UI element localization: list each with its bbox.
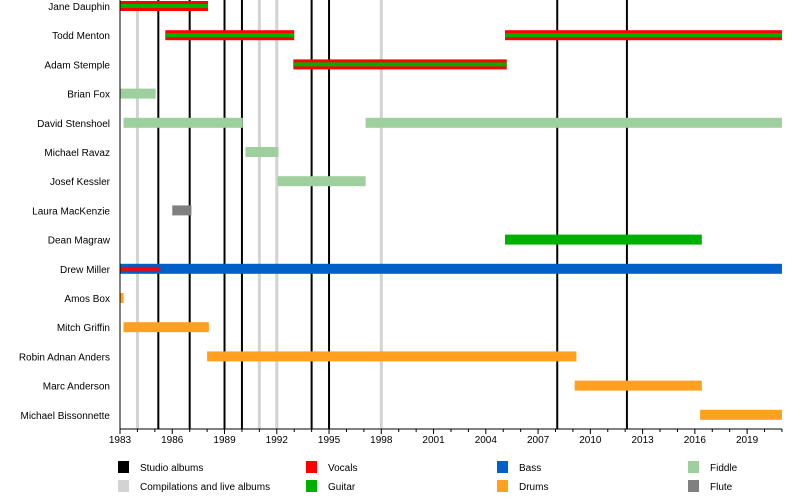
- member-label: Adam Stemple: [44, 60, 110, 71]
- drums-bar: [123, 322, 209, 333]
- legend-label: Fiddle: [710, 463, 738, 474]
- x-tick-label: 1998: [370, 435, 393, 446]
- member-label: Drew Miller: [60, 265, 111, 276]
- member-label: Mitch Griffin: [57, 323, 110, 334]
- fiddle-bar: [277, 176, 366, 187]
- x-tick-label: 2019: [736, 435, 759, 446]
- legend-swatch: [118, 461, 129, 473]
- x-tick-label: 1986: [161, 435, 184, 446]
- x-tick-label: 2007: [527, 435, 550, 446]
- member-label: Dean Magraw: [48, 236, 111, 247]
- legend-label: Bass: [519, 463, 541, 474]
- legend-swatch: [118, 480, 129, 492]
- fiddle-bar: [245, 147, 279, 157]
- drums-bar: [574, 380, 702, 391]
- member-label: Michael Bissonnette: [21, 411, 111, 422]
- member-label: Jane Dauphin: [48, 2, 110, 13]
- member-label: Laura MacKenzie: [32, 206, 110, 217]
- member-label: Josef Kessler: [50, 177, 111, 188]
- fiddle-bar: [365, 117, 782, 128]
- x-tick-label: 1992: [266, 435, 289, 446]
- legend-swatch: [688, 480, 699, 492]
- vocals-bar: [120, 266, 161, 271]
- member-label: David Stenshoel: [37, 119, 110, 130]
- member-label: Todd Menton: [52, 31, 110, 42]
- x-tick-label: 2010: [579, 435, 602, 446]
- member-label: Marc Anderson: [43, 382, 110, 393]
- legend-label: Flute: [710, 482, 733, 493]
- guitar-bar: [504, 234, 702, 245]
- guitar-bar: [293, 62, 507, 67]
- drums-bar: [207, 351, 577, 362]
- guitar-bar: [165, 33, 295, 38]
- x-tick-label: 2001: [422, 435, 445, 446]
- legend-swatch: [306, 461, 317, 473]
- legend-label: Compilations and live albums: [140, 482, 270, 493]
- x-tick-label: 2004: [475, 435, 498, 446]
- flute-bar: [172, 205, 192, 216]
- member-label: Brian Fox: [67, 90, 110, 101]
- x-tick-label: 2016: [684, 435, 707, 446]
- x-tick-label: 2013: [631, 435, 654, 446]
- guitar-bar: [504, 33, 782, 38]
- drums-bar: [700, 409, 782, 420]
- legend-label: Studio albums: [140, 463, 203, 474]
- bass-bar: [120, 263, 782, 274]
- member-label: Michael Ravaz: [44, 148, 110, 159]
- x-tick-label: 1995: [318, 435, 341, 446]
- legend-swatch: [497, 480, 508, 492]
- x-tick-label: 1989: [213, 435, 236, 446]
- drums-bar: [120, 293, 124, 303]
- member-label: Amos Box: [64, 294, 110, 305]
- x-tick-label: 1983: [109, 435, 132, 446]
- fiddle-bar: [120, 88, 156, 99]
- member-label: Robin Adnan Anders: [19, 352, 110, 363]
- legend-label: Drums: [519, 482, 548, 493]
- legend-swatch: [688, 461, 699, 473]
- legend-swatch: [497, 461, 508, 473]
- legend-label: Guitar: [328, 482, 356, 493]
- fiddle-bar: [123, 117, 243, 128]
- guitar-bar: [120, 4, 208, 8]
- legend-label: Vocals: [328, 463, 357, 474]
- legend-swatch: [306, 480, 317, 492]
